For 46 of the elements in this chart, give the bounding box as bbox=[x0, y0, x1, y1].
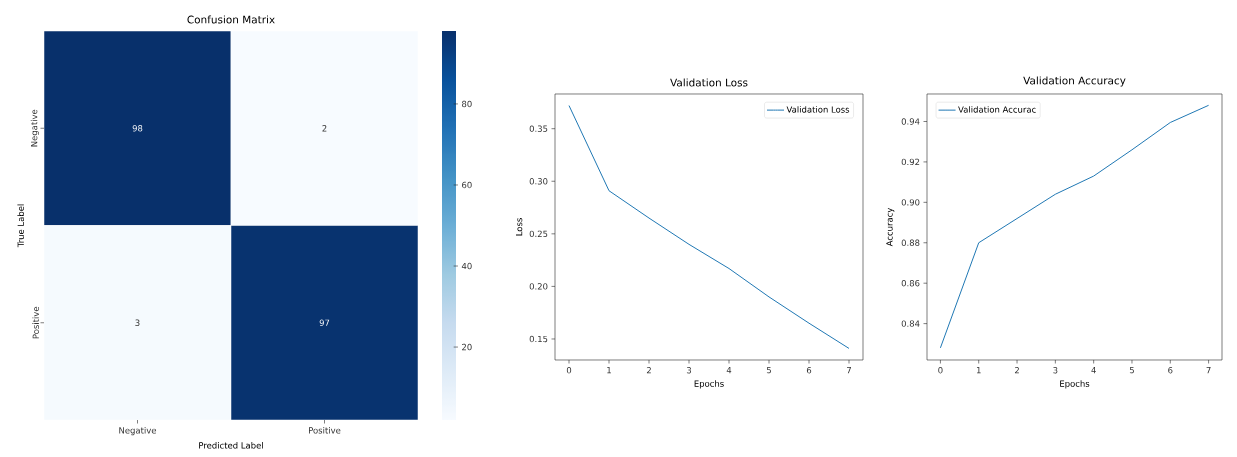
y-axis-title: Loss bbox=[516, 218, 523, 236]
x-tick-label: 7 bbox=[847, 367, 851, 374]
color-bar-label: 80 bbox=[462, 100, 472, 108]
data-label: 2 bbox=[322, 125, 327, 132]
y-tick-label: 0.25 bbox=[529, 230, 548, 238]
y-tick-label: 0.90 bbox=[901, 199, 920, 206]
x-tick-label: 6 bbox=[1168, 367, 1173, 374]
data-label: 98 bbox=[132, 125, 143, 132]
x-tick-label: 4 bbox=[1091, 367, 1096, 374]
color-bar-label: 20 bbox=[462, 343, 472, 351]
x-tick-label: 3 bbox=[1053, 367, 1058, 374]
legend-label: Validation Accurac bbox=[958, 106, 1036, 113]
x-tick-label: 2 bbox=[1014, 367, 1019, 374]
y-axis-title: True Label bbox=[17, 204, 24, 248]
x-tick-label: 6 bbox=[806, 367, 812, 374]
legend-label: Validation Loss bbox=[786, 106, 850, 113]
x-tick-label: 1 bbox=[607, 367, 611, 374]
x-tick-label: 5 bbox=[1129, 367, 1134, 374]
chart-title: Validation Loss bbox=[670, 78, 748, 87]
y-tick-label: 0.88 bbox=[901, 239, 920, 246]
x-tick-label: 1 bbox=[976, 367, 981, 374]
y-tick-label: 0.86 bbox=[901, 279, 920, 287]
color-bar-label: 60 bbox=[462, 181, 472, 189]
y-tick-label: 0.92 bbox=[901, 158, 920, 166]
x-tick-label: 3 bbox=[686, 367, 692, 374]
chart-title: Validation Accuracy bbox=[1023, 76, 1126, 87]
y-tick-label: 0.94 bbox=[901, 118, 920, 125]
chart-title: Confusion Matrix bbox=[187, 15, 275, 24]
y-tick-label: 0.84 bbox=[901, 320, 920, 327]
y-axis-title: Accuracy bbox=[886, 207, 895, 247]
color-bar-label: 40 bbox=[461, 262, 472, 270]
y-tick-label: 0.20 bbox=[529, 283, 548, 290]
y-tick-label: 0.30 bbox=[529, 178, 548, 185]
y-tick-label: 0.35 bbox=[529, 125, 548, 132]
x-tick-label: 4 bbox=[726, 367, 732, 374]
x-tick-label: 0 bbox=[566, 367, 572, 374]
y-tick-label: 0.15 bbox=[529, 335, 548, 343]
x-axis-title: Epochs bbox=[1060, 380, 1090, 389]
x-tick-label: 2 bbox=[646, 367, 651, 374]
x-tick-label: 0 bbox=[938, 367, 943, 374]
data-label: 3 bbox=[135, 319, 140, 326]
x-axis-title: Predicted Label bbox=[199, 442, 263, 449]
x-tick-label: 5 bbox=[766, 367, 771, 374]
data-label: 97 bbox=[319, 319, 330, 326]
x-axis-title: Epochs bbox=[694, 380, 724, 389]
x-tick-label: 7 bbox=[1206, 367, 1211, 374]
